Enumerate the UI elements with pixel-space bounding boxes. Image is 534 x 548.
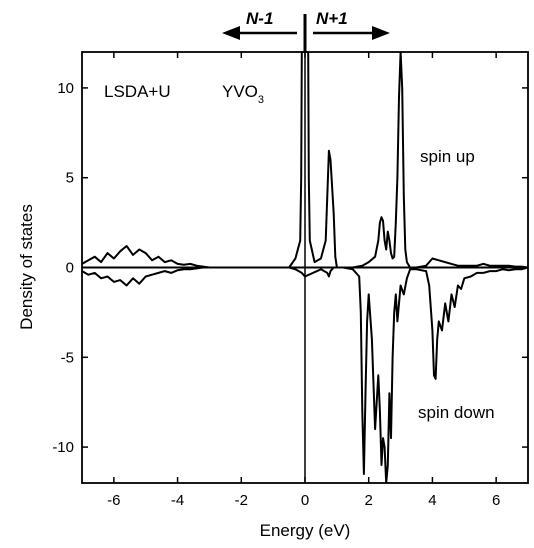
right-arrow-label: N+1 (316, 9, 348, 28)
y-tick-label: 5 (66, 170, 74, 187)
y-tick-label: -5 (61, 349, 74, 366)
y-tick-label: -10 (52, 439, 74, 456)
y-tick-label: 0 (66, 260, 74, 277)
left-arrow-label: N-1 (246, 9, 273, 28)
x-tick-label: 0 (301, 492, 309, 509)
unoccupied-arrow: N+1 (313, 9, 390, 40)
x-tick-label: 6 (492, 492, 500, 509)
x-tick-label: -6 (107, 492, 120, 509)
y-tick-label: 10 (57, 80, 74, 97)
right-arrowhead (372, 26, 390, 40)
compound-formula: YVO (222, 82, 258, 101)
method-label: LSDA+U (104, 82, 171, 101)
x-tick-label: 4 (428, 492, 436, 509)
spin-down-label: spin down (418, 403, 495, 422)
left-arrowhead (222, 26, 240, 40)
x-tick-label: -2 (235, 492, 248, 509)
spin-up-label: spin up (420, 147, 475, 166)
compound-label: YVO3 (222, 82, 264, 106)
x-axis-title: Energy (eV) (260, 521, 351, 540)
x-tick-label: -4 (171, 492, 184, 509)
compound-subscript: 3 (258, 94, 264, 106)
x-axis: -6 -4 -2 0 2 4 6 (107, 52, 500, 509)
occupied-arrow: N-1 (222, 9, 297, 40)
y-axis-title: Density of states (17, 204, 36, 330)
y-axis: -10 -5 0 5 10 (52, 80, 528, 456)
x-tick-label: 2 (365, 492, 373, 509)
spin-down-dos-line (82, 266, 528, 483)
